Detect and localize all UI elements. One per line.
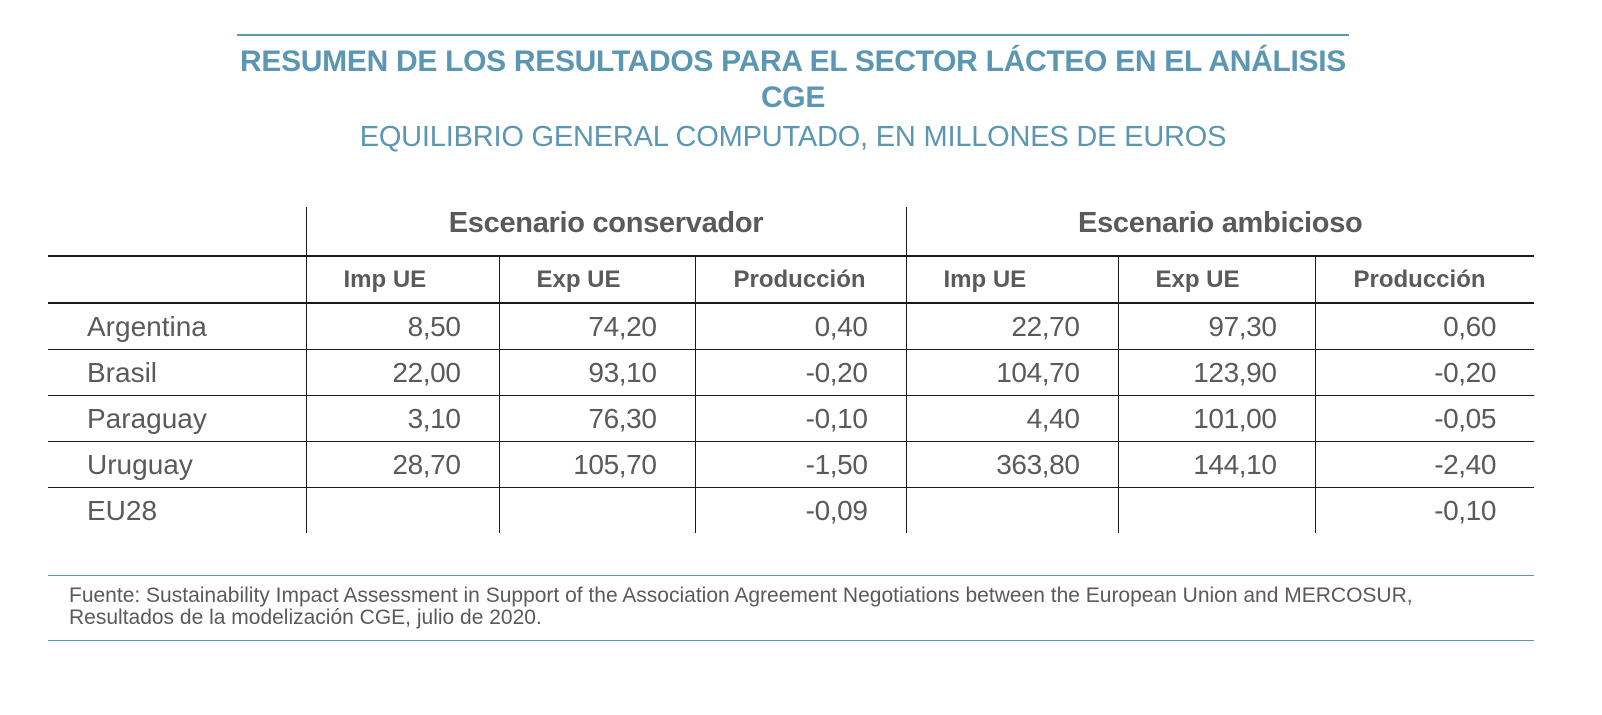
cell-value: 97,30 (1117, 303, 1315, 350)
cell-value (1117, 487, 1315, 533)
row-label: Brasil (48, 349, 306, 396)
table-row: Brasil 22,00 93,10 -0,20 104,70 123,90 -… (48, 349, 1535, 396)
table-row: Uruguay 28,70 105,70 -1,50 363,80 144,10… (48, 441, 1535, 488)
cell-value: 22,00 (305, 349, 499, 396)
cell-value (905, 487, 1118, 533)
results-table: Escenario conservador Escenario ambicios… (48, 207, 1535, 533)
table-subtitle: EQUILIBRIO GENERAL COMPUTADO, EN MILLONE… (359, 121, 1227, 153)
cell-value: 8,50 (305, 303, 499, 350)
cell-value: 22,70 (905, 303, 1118, 350)
scenario-conservative-header: Escenario conservador (305, 207, 906, 257)
cell-value: -0,20 (694, 349, 906, 396)
scenario-header-row: Escenario conservador Escenario ambicios… (48, 207, 1535, 257)
col-header-produccion-ambitious: Producción (1314, 256, 1535, 304)
col-header-produccion-conservative: Producción (694, 256, 906, 304)
cell-value: -0,05 (1314, 395, 1535, 442)
cell-value (305, 487, 499, 533)
table-title: RESUMEN DE LOS RESULTADOS PARA EL SECTOR… (240, 45, 1346, 114)
row-label: EU28 (87, 494, 158, 526)
cell-value: 363,80 (905, 441, 1118, 488)
cell-value: 3,10 (305, 395, 499, 442)
col-header-imp-ue-ambitious: Imp UE (905, 256, 1118, 304)
cell-value: -0,10 (694, 395, 906, 442)
row-label: Paraguay (48, 395, 306, 442)
cell-value: 76,30 (498, 395, 695, 442)
title-block: RESUMEN DE LOS RESULTADOS PARA EL SECTOR… (237, 34, 1349, 154)
cell-value: 0,60 (1314, 303, 1535, 350)
cell-value: 123,90 (1117, 349, 1315, 396)
cell-value (498, 487, 695, 533)
cell-value: -0,10 (1314, 487, 1535, 533)
row-label: Uruguay (48, 441, 306, 488)
cell-value: 28,70 (305, 441, 499, 488)
empty-header-cell (48, 256, 306, 304)
col-header-imp-ue-conservative: Imp UE (305, 256, 499, 304)
col-header-exp-ue-conservative: Exp UE (498, 256, 695, 304)
scenario-ambitious-header: Escenario ambicioso (905, 207, 1535, 257)
table-row: Paraguay 3,10 76,30 -0,10 4,40 101,00 -0… (48, 395, 1535, 442)
col-header-exp-ue-ambitious: Exp UE (1117, 256, 1315, 304)
source-note: Fuente: Sustainability Impact Assessment… (48, 575, 1534, 641)
cell-value: 104,70 (905, 349, 1118, 396)
cell-value: 93,10 (498, 349, 695, 396)
row-label: Argentina (48, 303, 306, 350)
column-header-row: Imp UE Exp UE Producción Imp UE Exp UE P… (48, 256, 1535, 304)
cell-value: -2,40 (1314, 441, 1535, 488)
cell-value: 0,40 (694, 303, 906, 350)
cell-value: -1,50 (694, 441, 906, 488)
cell-value: 101,00 (1117, 395, 1315, 442)
cell-value: -0,09 (694, 487, 906, 533)
cell-value: -0,20 (1314, 349, 1535, 396)
table-row: Argentina 8,50 74,20 0,40 22,70 97,30 0,… (48, 303, 1535, 350)
cell-value: 105,70 (498, 441, 695, 488)
cell-value: 4,40 (905, 395, 1118, 442)
cell-value: 74,20 (498, 303, 695, 350)
cell-value: 144,10 (1117, 441, 1315, 488)
table-row: EU28 -0,09 -0,10 (48, 487, 1535, 533)
empty-corner-cell (48, 207, 306, 257)
